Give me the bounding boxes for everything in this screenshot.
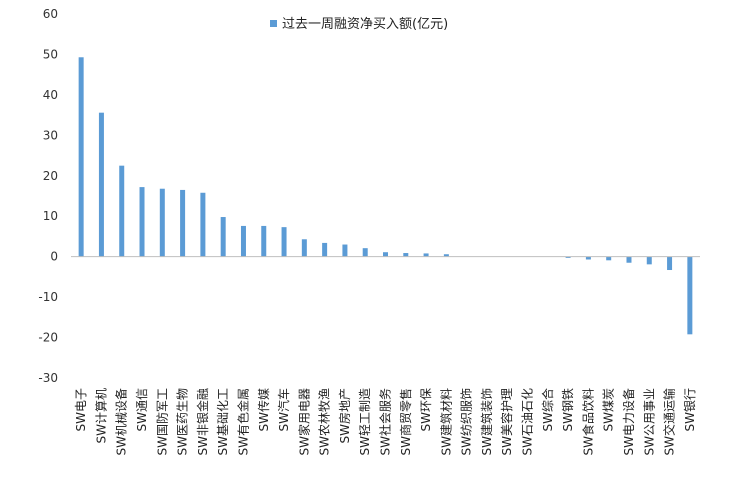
bar bbox=[119, 165, 125, 257]
bar bbox=[423, 253, 429, 257]
x-category-label: SW传媒 bbox=[256, 388, 271, 431]
x-category-label: SW基础化工 bbox=[216, 388, 230, 455]
x-category-label: SW电子 bbox=[74, 388, 88, 431]
x-category-label: SW环保 bbox=[419, 388, 433, 431]
x-category-label: SW纺织服饰 bbox=[460, 388, 474, 455]
y-tick-label: 10 bbox=[43, 209, 58, 223]
x-category-label: SW通信 bbox=[135, 388, 149, 431]
y-tick-label: -30 bbox=[38, 371, 58, 385]
bar bbox=[626, 256, 632, 263]
legend-swatch bbox=[270, 20, 277, 27]
x-category-label: SW石油石化 bbox=[521, 388, 535, 455]
x-category-label: SW商贸零售 bbox=[398, 388, 413, 455]
bars bbox=[78, 57, 693, 335]
x-category-label: SW银行 bbox=[683, 388, 697, 431]
bar bbox=[139, 187, 145, 257]
x-category-label: SW交通运输 bbox=[662, 388, 677, 455]
bar bbox=[443, 254, 449, 257]
y-tick-label: -20 bbox=[38, 331, 58, 345]
y-tick-label: 0 bbox=[50, 250, 58, 264]
y-tick-label: -10 bbox=[38, 290, 58, 304]
bar bbox=[159, 188, 165, 257]
x-category-label: SW计算机 bbox=[93, 388, 108, 443]
x-category-label: SW食品饮料 bbox=[580, 388, 595, 455]
x-category-label: SW钢铁 bbox=[561, 388, 575, 431]
x-category-label: SW美容护理 bbox=[499, 388, 514, 455]
bar bbox=[362, 248, 368, 257]
y-tick-label: 30 bbox=[43, 128, 58, 142]
x-category-label: SW农林牧渔 bbox=[318, 388, 332, 455]
legend-label: 过去一周融资净买入额(亿元) bbox=[282, 17, 448, 32]
y-tick-label: 40 bbox=[43, 88, 58, 102]
bar bbox=[220, 217, 226, 257]
x-category-label: SW公用事业 bbox=[642, 388, 656, 455]
x-category-label: SW建筑材料 bbox=[438, 388, 453, 455]
x-category-label: SW汽车 bbox=[276, 388, 291, 431]
x-category-label: SW建筑装饰 bbox=[479, 388, 494, 455]
bar bbox=[301, 239, 307, 257]
bar bbox=[403, 253, 409, 257]
bar bbox=[646, 256, 652, 265]
bar bbox=[383, 252, 388, 257]
x-category-label: SW医药生物 bbox=[176, 388, 190, 455]
bar bbox=[585, 256, 591, 260]
bar bbox=[180, 189, 186, 257]
x-category-label: SW国防军工 bbox=[154, 388, 169, 455]
x-category-label: SW煤炭 bbox=[602, 388, 616, 431]
bar bbox=[261, 225, 267, 257]
bar bbox=[565, 256, 571, 258]
y-tick-label: 20 bbox=[43, 169, 58, 183]
bar bbox=[687, 256, 693, 335]
x-category-label: SW房地产 bbox=[337, 388, 352, 443]
x-category-label: SW机械设备 bbox=[114, 388, 129, 455]
bar bbox=[667, 256, 673, 271]
y-tick-label: 50 bbox=[43, 47, 58, 61]
bar bbox=[78, 57, 84, 257]
bar bbox=[240, 225, 246, 257]
bar bbox=[281, 227, 287, 257]
x-axis: SW电子 SW计算机 SW机械设备 SW通信 SW国防军工 SW医药生物 SW非银金融 SW基… bbox=[71, 256, 700, 455]
x-category-label: SW电力设备 bbox=[622, 388, 636, 455]
bar bbox=[342, 244, 348, 257]
x-category-label: SW社会服务 bbox=[378, 388, 393, 455]
x-category-label: SW轻工制造 bbox=[358, 388, 372, 455]
bar bbox=[98, 112, 104, 257]
x-category-label: SW家用电器 bbox=[296, 388, 311, 455]
x-category-label: SW有色金属 bbox=[235, 388, 250, 455]
y-axis: -30 -20 -10 0 10 20 30 40 50 60 bbox=[38, 7, 58, 385]
x-category-label: SW非银金融 bbox=[195, 388, 210, 455]
bar bbox=[200, 192, 206, 257]
y-tick-label: 60 bbox=[43, 7, 58, 21]
bar bbox=[322, 242, 328, 257]
x-category-label: SW综合 bbox=[540, 388, 555, 431]
legend: 过去一周融资净买入额(亿元) bbox=[270, 17, 448, 32]
bar bbox=[606, 256, 612, 261]
